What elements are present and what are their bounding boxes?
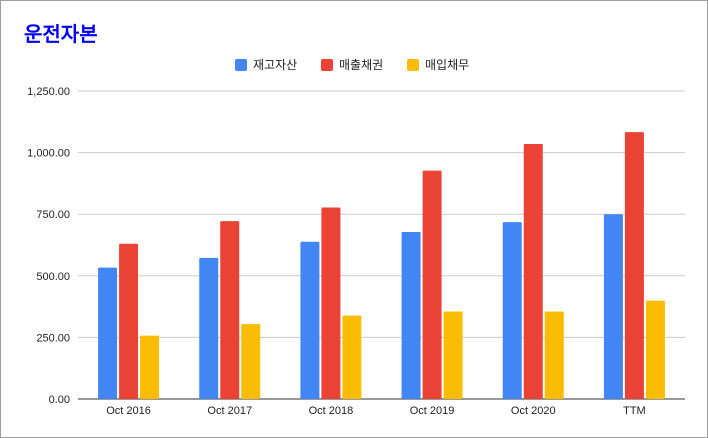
bar — [603, 214, 623, 399]
bar — [544, 311, 564, 399]
bar — [300, 241, 320, 399]
legend-label: 재고자산 — [253, 58, 297, 72]
bars — [98, 132, 665, 399]
x-tick-label: Oct 2020 — [511, 405, 556, 417]
legend-label: 매출채권 — [339, 58, 383, 72]
y-tick-label: 250.00 — [36, 332, 70, 344]
bar — [502, 222, 522, 399]
x-tick-label: Oct 2016 — [106, 405, 151, 417]
bar — [220, 221, 240, 399]
y-tick-label: 0.00 — [49, 394, 70, 406]
x-tick-label: Oct 2019 — [410, 405, 455, 417]
x-axis-tick-labels: Oct 2016 Oct 2017 Oct 2018 Oct 2019 Oct 2020… — [106, 405, 645, 417]
legend-swatch — [321, 59, 333, 71]
bar — [624, 132, 644, 399]
x-tick-label: Oct 2017 — [207, 405, 252, 417]
x-tick-label: Oct 2018 — [309, 405, 354, 417]
x-tick-label: TTM — [623, 405, 646, 417]
bar — [140, 335, 160, 399]
bar — [342, 315, 362, 399]
y-tick-label: 750.00 — [36, 209, 70, 221]
legend-swatch — [407, 59, 419, 71]
bar — [321, 207, 341, 399]
y-axis-tick-labels: 0.00 250.00 500.00 750.00 1,000.00 1,250.00 — [27, 86, 70, 406]
legend-label: 매입채무 — [425, 58, 469, 72]
bar — [98, 267, 118, 399]
bar — [443, 311, 463, 399]
y-tick-label: 1,250.00 — [27, 86, 70, 98]
bar — [199, 257, 219, 399]
bar — [645, 300, 665, 399]
gridlines — [78, 90, 685, 400]
bar — [119, 243, 139, 399]
chart-title: 운전자본 — [24, 22, 98, 46]
y-tick-label: 500.00 — [36, 271, 70, 283]
bar — [401, 231, 421, 399]
legend-swatch — [235, 59, 247, 71]
legend: 재고자산 매출채권 매입채무 — [235, 58, 469, 72]
y-tick-label: 1,000.00 — [27, 148, 70, 160]
bar — [241, 324, 261, 399]
bar — [422, 170, 442, 399]
bar — [523, 143, 543, 399]
